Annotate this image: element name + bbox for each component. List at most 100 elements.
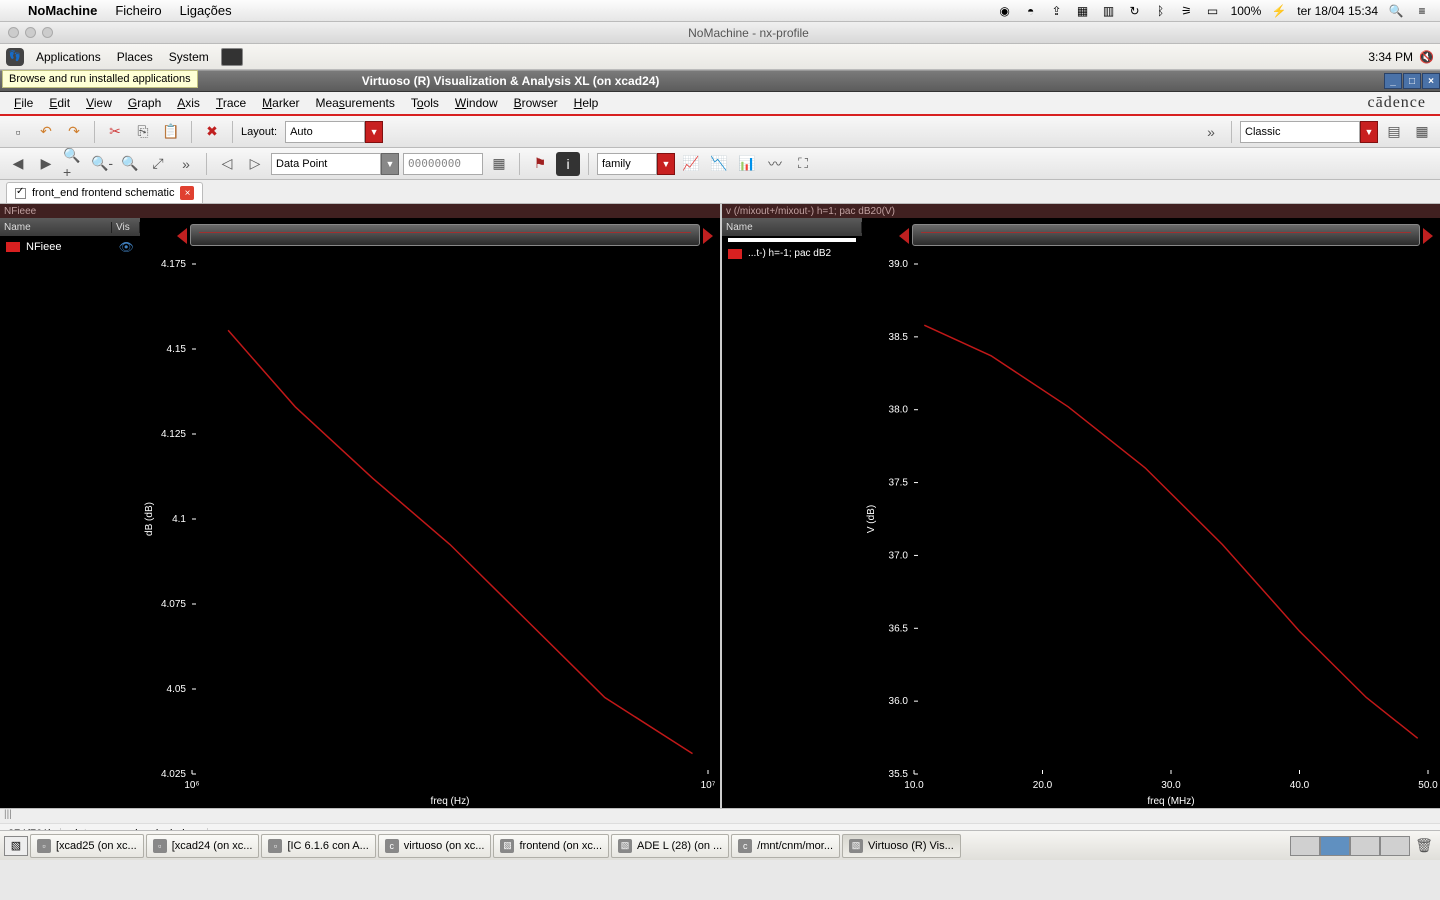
menu-tools[interactable]: Tools: [403, 96, 447, 110]
task-item[interactable]: ▫[xcad25 (on xc...: [30, 834, 144, 858]
style-input[interactable]: [1240, 121, 1360, 143]
menu-icon[interactable]: ≡: [1414, 4, 1430, 18]
layout-input[interactable]: [285, 121, 365, 143]
graph-icon-1[interactable]: 📈: [679, 152, 703, 176]
family-input[interactable]: [597, 153, 657, 175]
tab-checkbox[interactable]: [15, 188, 26, 199]
datapoint-arrow-icon[interactable]: ▼: [381, 153, 399, 175]
layout-combo[interactable]: ▼: [285, 121, 383, 143]
workspace-1[interactable]: [1290, 836, 1320, 856]
menu-browser[interactable]: Browser: [506, 96, 566, 110]
menu-help[interactable]: Help: [566, 96, 607, 110]
task-item[interactable]: ▧Virtuoso (R) Vis...: [842, 834, 961, 858]
zoom-in-icon[interactable]: 🔍+: [62, 152, 86, 176]
sub1-icon[interactable]: ▤: [1382, 120, 1406, 144]
mac-app-name[interactable]: NoMachine: [28, 3, 97, 18]
task-item[interactable]: ▫[IC 6.1.6 con A...: [261, 834, 375, 858]
graph-icon-2[interactable]: 📉: [707, 152, 731, 176]
layout-arrow-icon[interactable]: ▼: [365, 121, 383, 143]
datapoint-combo[interactable]: ▼: [271, 153, 399, 175]
window-close-button[interactable]: ×: [1422, 73, 1440, 89]
chart-left[interactable]: 4.0254.054.0754.14.1254.154.17510⁶10⁷dB …: [140, 254, 720, 808]
legend-vis-header[interactable]: Vis: [112, 222, 140, 233]
workspace-pager[interactable]: [1290, 836, 1410, 856]
menu-axis[interactable]: Axis: [169, 96, 208, 110]
bluetooth-icon[interactable]: ᛒ: [1153, 4, 1169, 18]
menu-graph[interactable]: Graph: [120, 96, 169, 110]
status-icon-3[interactable]: ⇪: [1049, 4, 1065, 18]
undo-icon[interactable]: ↶: [34, 120, 58, 144]
paste-icon[interactable]: 📋: [159, 120, 183, 144]
status-icon-5[interactable]: ▥: [1101, 4, 1117, 18]
graph-icon-4[interactable]: 〰: [763, 152, 787, 176]
family-combo[interactable]: ▼: [597, 153, 675, 175]
battery-icon[interactable]: ▭: [1205, 4, 1221, 18]
status-icon-2[interactable]: ◓: [1023, 4, 1039, 18]
window-min-button[interactable]: _: [1384, 73, 1402, 89]
show-desktop-icon[interactable]: ▧: [4, 836, 28, 856]
copy-icon[interactable]: ⎘: [131, 120, 155, 144]
cut-icon[interactable]: ✂: [103, 120, 127, 144]
menu-measurements[interactable]: Measurements: [308, 96, 403, 110]
legend-name-header-r[interactable]: Name: [722, 222, 862, 233]
mac-menu-ligacoes[interactable]: Ligações: [180, 3, 232, 18]
zoom-x-icon[interactable]: ⤢: [146, 152, 170, 176]
mac-datetime[interactable]: ter 18/04 15:34: [1297, 4, 1378, 18]
sub2-icon[interactable]: ▦: [1410, 120, 1434, 144]
expand2-icon[interactable]: »: [174, 152, 198, 176]
workspace-2[interactable]: [1320, 836, 1350, 856]
zoom-fit-icon[interactable]: 🔍: [118, 152, 142, 176]
trash-icon[interactable]: 🗑: [1412, 834, 1436, 858]
scrubber-right[interactable]: [912, 224, 1420, 246]
menu-marker[interactable]: Marker: [254, 96, 307, 110]
time-machine-icon[interactable]: ↻: [1127, 4, 1143, 18]
gnome-foot-icon[interactable]: 👣: [6, 48, 24, 66]
legend-item-pac[interactable]: ...t-) h=-1; pac dB2: [722, 244, 862, 263]
new-window-icon[interactable]: ▫: [6, 120, 30, 144]
legend-item-nfieee[interactable]: NFieee 👁: [0, 236, 140, 258]
redo-icon[interactable]: ↷: [62, 120, 86, 144]
wifi-icon[interactable]: ⚞: [1179, 4, 1195, 18]
status-icon-1[interactable]: ◉: [997, 4, 1013, 18]
prev-point-icon[interactable]: ◁: [215, 152, 239, 176]
next-point-icon[interactable]: ▷: [243, 152, 267, 176]
task-item[interactable]: cvirtuoso (on xc...: [378, 834, 492, 858]
style-combo[interactable]: ▼: [1240, 121, 1378, 143]
zoom-out-icon[interactable]: 🔍-: [90, 152, 114, 176]
legend-name-header[interactable]: Name: [0, 222, 112, 233]
task-item[interactable]: c/mnt/cnm/mor...: [731, 834, 840, 858]
flag-icon[interactable]: ⚑: [528, 152, 552, 176]
nav-fwd-icon[interactable]: ▶: [34, 152, 58, 176]
calc-icon[interactable]: ▦: [487, 152, 511, 176]
menu-edit[interactable]: Edit: [41, 96, 78, 110]
task-item[interactable]: ▧frontend (on xc...: [493, 834, 609, 858]
nav-back-icon[interactable]: ◀: [6, 152, 30, 176]
task-item[interactable]: ▫[xcad24 (on xc...: [146, 834, 260, 858]
volume-icon[interactable]: 🔇: [1419, 50, 1434, 64]
gnome-applications[interactable]: Applications: [28, 50, 109, 64]
datapoint-input[interactable]: [271, 153, 381, 175]
graph-icon-3[interactable]: 📊: [735, 152, 759, 176]
spotlight-icon[interactable]: 🔍: [1388, 4, 1404, 18]
menu-window[interactable]: Window: [447, 96, 506, 110]
task-item[interactable]: ▧ADE L (28) (on ...: [611, 834, 729, 858]
style-arrow-icon[interactable]: ▼: [1360, 121, 1378, 143]
mac-menu-ficheiro[interactable]: Ficheiro: [115, 3, 161, 18]
workspace-4[interactable]: [1380, 836, 1410, 856]
menu-view[interactable]: View: [78, 96, 120, 110]
family-arrow-icon[interactable]: ▼: [657, 153, 675, 175]
menu-trace[interactable]: Trace: [208, 96, 254, 110]
traffic-min[interactable]: [25, 27, 36, 38]
plot-left[interactable]: NFieee Name Vis NFieee 👁 4.0254.054.0754…: [0, 204, 720, 808]
gnome-system[interactable]: System: [161, 50, 217, 64]
terminal-launcher-icon[interactable]: [221, 48, 243, 66]
menu-file[interactable]: File: [6, 96, 41, 110]
expand-icon[interactable]: »: [1199, 120, 1223, 144]
gnome-clock[interactable]: 3:34 PM: [1368, 50, 1419, 64]
scrubber-left[interactable]: [190, 224, 700, 246]
workspace-3[interactable]: [1350, 836, 1380, 856]
visibility-eye-icon[interactable]: 👁: [119, 240, 134, 254]
info-icon[interactable]: i: [556, 152, 580, 176]
tab-schematic[interactable]: front_end frontend schematic ×: [6, 182, 203, 203]
plot-right[interactable]: v (/mixout+/mixout-) h=1; pac dB20(V) Na…: [722, 204, 1440, 808]
